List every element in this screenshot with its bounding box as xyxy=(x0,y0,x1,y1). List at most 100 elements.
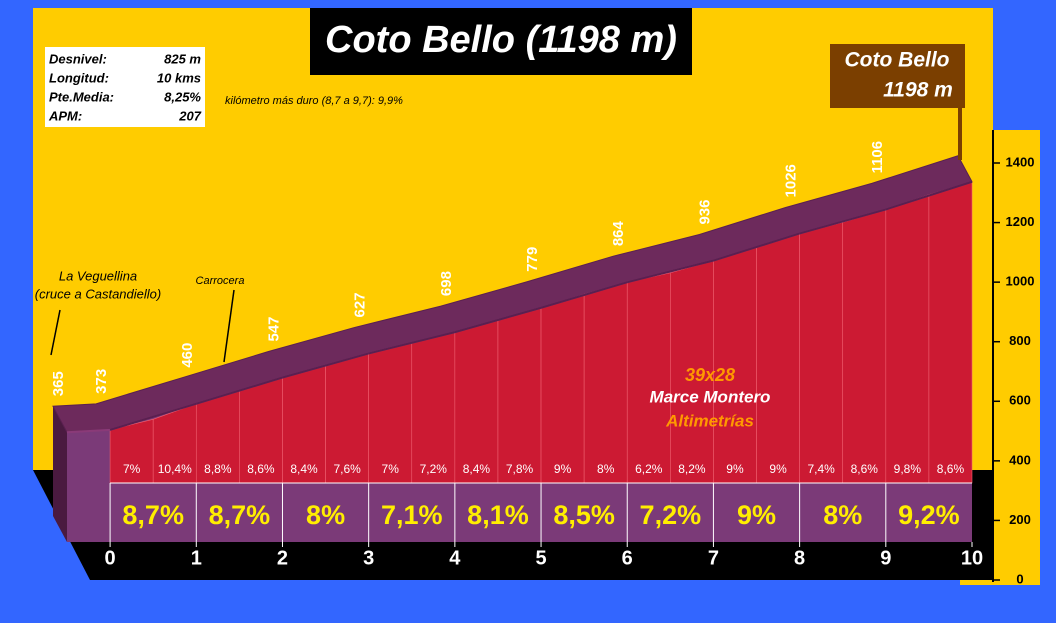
km-grade: 9,2% xyxy=(898,500,960,530)
x-tick-label: 9 xyxy=(880,547,891,569)
credit: Marce Montero xyxy=(650,387,771,406)
km-grade: 8,1% xyxy=(467,500,529,530)
km-grade-edge xyxy=(368,331,456,355)
elevation-label: 864 xyxy=(610,220,627,246)
y-tick-label: 400 xyxy=(1009,452,1031,467)
side-face xyxy=(53,406,67,542)
km-grade-edge xyxy=(626,259,714,284)
km-grade: 8% xyxy=(306,500,345,530)
place-label: La Veguellina xyxy=(59,268,137,283)
half-km-grade: 9% xyxy=(769,462,787,476)
stat-label: APM: xyxy=(48,108,82,123)
stat-value: 10 kms xyxy=(157,70,201,85)
summit-name: Coto Bello xyxy=(845,49,950,72)
km-grade: 7,2% xyxy=(640,500,702,530)
title-box xyxy=(310,8,692,75)
y-tick-label: 200 xyxy=(1009,512,1031,527)
stat-value: 8,25% xyxy=(164,89,201,104)
elevation-label: 1026 xyxy=(783,164,800,197)
km-grade: 8,7% xyxy=(209,500,271,530)
x-tick-label: 7 xyxy=(708,547,719,569)
half-km-segment xyxy=(885,194,930,484)
half-km-segment xyxy=(454,319,499,484)
x-tick-label: 8 xyxy=(794,547,805,569)
x-tick-label: 3 xyxy=(363,547,374,569)
half-km-grade: 8,4% xyxy=(463,462,491,476)
elevation-label: 627 xyxy=(352,292,369,317)
summit-box xyxy=(830,44,965,108)
y-tick-label: 1200 xyxy=(1006,214,1035,229)
half-km-grade: 8% xyxy=(597,462,615,476)
x-tick-label: 4 xyxy=(449,547,461,569)
half-km-grade: 8,6% xyxy=(851,462,879,476)
stat-value: 825 m xyxy=(164,51,201,66)
half-km-grade: 8,4% xyxy=(290,462,318,476)
half-km-segment xyxy=(497,307,542,484)
elevation-label: 373 xyxy=(93,369,110,394)
half-km-grade: 7,2% xyxy=(420,462,448,476)
km-grade: 8,7% xyxy=(122,500,184,530)
km-grade-edge xyxy=(799,208,887,235)
stat-label: Pte.Media: xyxy=(49,89,114,104)
x-tick-label: 6 xyxy=(622,547,633,569)
x-tick-label: 1 xyxy=(191,547,202,569)
half-km-grade: 7,4% xyxy=(807,462,835,476)
km-grade-edge xyxy=(540,281,628,309)
half-km-grade: 8,6% xyxy=(937,462,965,476)
elevation-label: 460 xyxy=(179,343,196,368)
half-km-grade: 9% xyxy=(554,462,572,476)
half-km-segment xyxy=(842,209,887,484)
half-km-grade: 7% xyxy=(382,462,400,476)
km-grade-edge xyxy=(195,376,283,405)
elevation-label: 547 xyxy=(265,316,282,341)
x-tick-label: 0 xyxy=(105,547,116,569)
y-tick-label: 600 xyxy=(1009,393,1031,408)
km-grade: 8% xyxy=(823,500,862,530)
elevation-label: 365 xyxy=(50,371,67,396)
half-km-segment xyxy=(756,233,800,484)
km-grade-edge xyxy=(713,232,800,262)
half-km-segment xyxy=(799,221,844,484)
credit: Altimetrías xyxy=(665,411,754,430)
half-km-segment xyxy=(583,281,628,484)
half-km-grade: 8,6% xyxy=(247,462,275,476)
half-km-grade: 7,6% xyxy=(333,462,361,476)
place-pointer xyxy=(223,289,235,363)
km-grade-edge xyxy=(282,352,369,379)
stats-box xyxy=(45,47,205,127)
y-tick-label: 0 xyxy=(1016,571,1023,586)
x-tick-label: 2 xyxy=(277,547,288,569)
half-km-grade: 9,8% xyxy=(894,462,922,476)
half-km-grade: 9% xyxy=(726,462,744,476)
credit: 39x28 xyxy=(685,365,735,385)
half-km-grade: 6,2% xyxy=(635,462,663,476)
km-grade: 8,5% xyxy=(553,500,615,530)
plot: 7% 10,4% 8,8% 8,6% 8,4% 7,6% 7% 7,2% 8,4% 7,8% 9% 8… xyxy=(50,141,973,542)
y-tick-label: 1000 xyxy=(1006,274,1035,289)
half-km-segment xyxy=(540,293,585,484)
note: kilómetro más duro (8,7 a 9,7): 9,9% xyxy=(225,95,403,107)
elevation-label: 698 xyxy=(438,271,455,296)
km-grade-edge xyxy=(885,180,973,211)
km-grade: 9% xyxy=(737,500,776,530)
half-km-grade: 7,8% xyxy=(506,462,534,476)
half-km-grade: 7% xyxy=(123,462,141,476)
chart-title: Coto Bello (1198 m) xyxy=(325,19,677,61)
km-grade: 7,1% xyxy=(381,500,443,530)
half-km-segment xyxy=(411,331,456,484)
x-tick-label: 5 xyxy=(535,547,546,569)
x-tick-label: 10 xyxy=(961,547,983,569)
summit-height: 1198 m xyxy=(883,79,953,102)
half-km-grade: 8,2% xyxy=(678,462,706,476)
y-tick-label: 800 xyxy=(1009,333,1031,348)
elevation-label: 936 xyxy=(696,200,713,225)
elevation-label: 779 xyxy=(524,247,541,272)
elevation-label: 1106 xyxy=(869,141,886,174)
place-label: Carrocera xyxy=(196,275,245,287)
stat-label: Longitud: xyxy=(49,70,109,85)
half-km-grade: 8,8% xyxy=(204,462,232,476)
stat-label: Desnivel: xyxy=(49,51,107,66)
km-grade-edge xyxy=(109,402,197,431)
place-pointer xyxy=(50,309,61,356)
half-km-grade: 10,4% xyxy=(158,462,192,476)
